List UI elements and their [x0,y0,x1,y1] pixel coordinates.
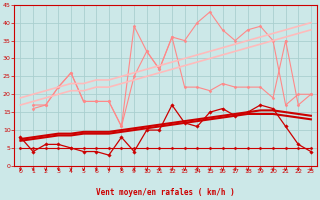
X-axis label: Vent moyen/en rafales ( km/h ): Vent moyen/en rafales ( km/h ) [96,188,235,197]
